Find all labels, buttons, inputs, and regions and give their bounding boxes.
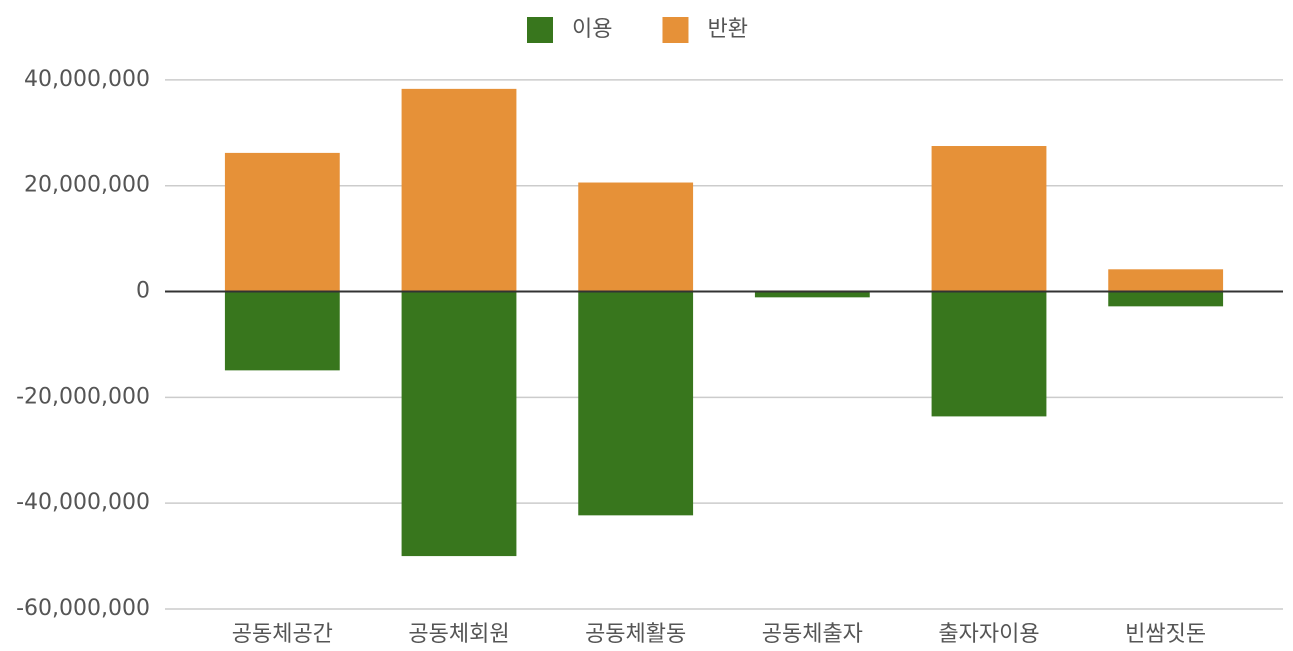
y-tick-label: 40,000,000 — [24, 67, 150, 92]
x-tick-label: 공동체출자 — [762, 622, 863, 647]
bar — [931, 146, 1047, 292]
bar — [578, 182, 694, 292]
x-tick-label: 공동체회원 — [408, 622, 509, 647]
bar — [224, 152, 340, 292]
bar — [224, 291, 340, 371]
legend-swatch — [527, 17, 553, 43]
bar — [754, 291, 870, 298]
legend-label: 이용 — [572, 17, 612, 42]
bar — [1108, 269, 1224, 292]
legend-label: 반환 — [707, 17, 747, 42]
y-tick-label: -20,000,000 — [16, 384, 150, 409]
bar — [401, 88, 517, 292]
x-tick-label: 빈쌈짓돈 — [1125, 622, 1206, 647]
x-tick-label: 공동체활동 — [585, 622, 686, 647]
bar — [1108, 291, 1224, 307]
bar — [931, 291, 1047, 417]
bar — [578, 291, 694, 516]
x-tick-label: 출자자이용 — [938, 622, 1039, 647]
y-tick-label: 0 — [136, 279, 150, 304]
legend-swatch — [662, 17, 689, 43]
x-tick-label: 공동체공간 — [232, 622, 333, 647]
bar — [401, 291, 517, 557]
y-tick-label: -60,000,000 — [16, 596, 150, 621]
y-tick-label: 20,000,000 — [24, 173, 150, 198]
y-tick-label: -40,000,000 — [16, 490, 150, 515]
